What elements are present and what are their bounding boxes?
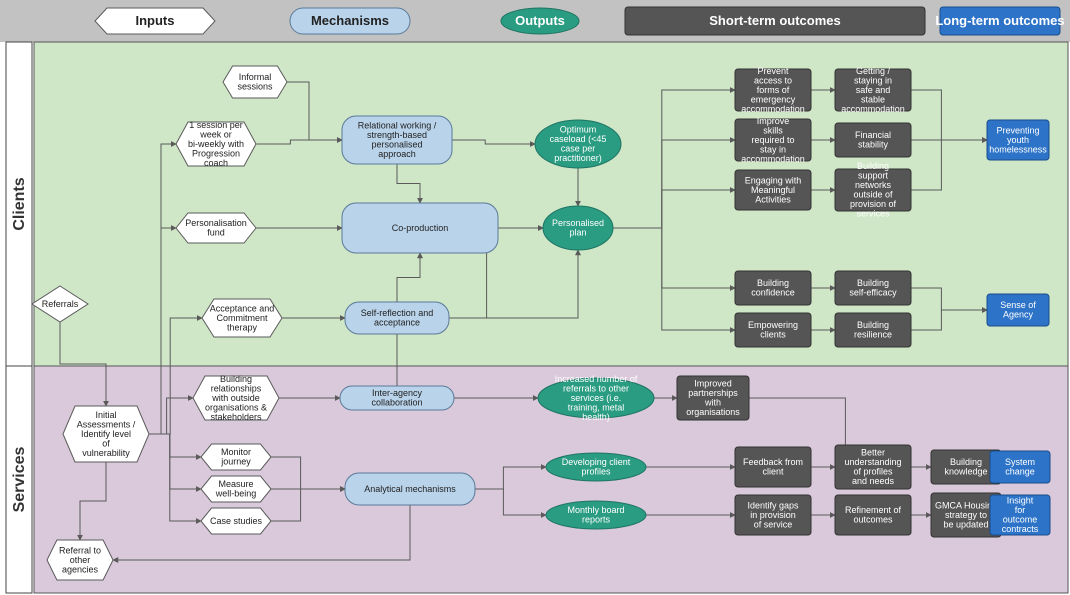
node-relational: Relational working /strength-basedperson… (342, 116, 452, 164)
node-agency: Sense ofAgency (987, 294, 1049, 326)
legend-inputs: Inputs (95, 8, 215, 34)
node-insight: Insightforoutcomecontracts (990, 495, 1050, 535)
node-feedback: Feedback fromclient (735, 447, 811, 487)
node-prevent-youth: Preventingyouthhomelessness (987, 120, 1049, 160)
svg-text:Mechanisms: Mechanisms (311, 13, 389, 28)
node-monitor-journey: Monitorjourney (201, 444, 271, 470)
node-client-profiles: Developing clientprofiles (546, 453, 646, 481)
node-one-session: 1 session perweek orbi-weekly withProgre… (176, 120, 256, 168)
svg-text:Long-term outcomes: Long-term outcomes (935, 13, 1064, 28)
node-coproduction: Co-production (342, 203, 498, 253)
svg-text:Inter-agencycollaboration: Inter-agencycollaboration (371, 388, 422, 408)
node-improved-partners: Improvedpartnershipswithorganisations (677, 376, 749, 420)
svg-text:Measurewell-being: Measurewell-being (215, 479, 257, 499)
svg-text:Buildingresilience: Buildingresilience (854, 320, 892, 340)
node-board-reports: Monthly boardreports (546, 501, 646, 529)
legend-mechanisms: Mechanisms (290, 8, 410, 34)
svg-text:Systemchange: Systemchange (1005, 457, 1035, 477)
node-referral-other: Referral tootheragencies (47, 540, 113, 580)
node-personal-fund: Personalisationfund (176, 213, 256, 243)
node-self-reflection: Self-reflection andacceptance (345, 302, 449, 334)
svg-text:Analytical mechanisms: Analytical mechanisms (364, 484, 456, 494)
node-build-conf: Buildingconfidence (735, 271, 811, 305)
svg-text:Outputs: Outputs (515, 13, 565, 28)
node-improve-skills: Improveskillsrequired tostay inaccommoda… (735, 116, 811, 164)
svg-text:Referrals: Referrals (42, 299, 79, 309)
node-act: Acceptance andCommitmenttherapy (202, 299, 282, 337)
legend-short: Short-term outcomes (625, 7, 925, 35)
svg-text:Monitorjourney: Monitorjourney (220, 447, 251, 467)
svg-text:Informalsessions: Informalsessions (237, 72, 273, 92)
svg-text:Co-production: Co-production (392, 223, 449, 233)
node-system-change: Systemchange (990, 451, 1050, 483)
node-resilience: Buildingresilience (835, 313, 911, 347)
node-financial: Financialstability (835, 123, 911, 157)
node-refinement: Refinement ofoutcomes (835, 495, 911, 535)
svg-text:Sense ofAgency: Sense ofAgency (1000, 300, 1036, 320)
svg-text:Inputs: Inputs (136, 13, 175, 28)
node-personalised-plan: Personalisedplan (543, 206, 613, 250)
lane-label-clients: Clients (11, 177, 28, 230)
node-better-understand: Betterunderstandingof profilesand needs (835, 445, 911, 489)
svg-text:Buildingconfidence: Buildingconfidence (751, 278, 795, 298)
node-safe-stable: Getting /staying insafe andstableaccommo… (835, 66, 911, 114)
node-informal: Informalsessions (223, 66, 287, 98)
node-identify-gaps: Identify gapsin provisionof service (735, 495, 811, 535)
svg-text:Identify gapsin provisionof se: Identify gapsin provisionof service (747, 500, 799, 529)
svg-text:Buildingknowledge: Buildingknowledge (944, 457, 987, 477)
node-analytical: Analytical mechanisms (345, 473, 475, 505)
node-case-studies: Case studies (201, 508, 271, 534)
node-prevent-emerg: Preventaccess toforms ofemergencyaccommo… (735, 66, 811, 114)
legend-long: Long-term outcomes (935, 7, 1064, 35)
node-support-net: Buildingsupportnetworksoutside ofprovisi… (835, 161, 911, 219)
svg-text:Financialstability: Financialstability (855, 130, 891, 150)
svg-text:Insightforoutcomecontracts: Insightforoutcomecontracts (1002, 496, 1039, 534)
node-self-efficacy: Buildingself-efficacy (835, 271, 911, 305)
node-measure-wb: Measurewell-being (201, 476, 271, 502)
node-initial-assess: InitialAssessments /Identify levelofvuln… (63, 406, 149, 462)
node-build-rel: Buildingrelationshipswith outsideorganis… (193, 374, 279, 422)
node-empowering: Empoweringclients (735, 313, 811, 347)
logic-model-diagram: Clients Services Inputs Mechanisms Outputs S… (0, 0, 1070, 595)
node-interagency: Inter-agencycollaboration (340, 386, 454, 410)
svg-text:Case studies: Case studies (210, 516, 263, 526)
node-meaningful: Engaging withMeaningfulActivities (735, 170, 811, 210)
legend-outputs: Outputs (501, 8, 579, 34)
lane-label-services: Services (11, 446, 28, 512)
node-optimum-caseload: Optimumcaseload (<45case perpractitioner… (535, 120, 621, 168)
svg-text:Short-term outcomes: Short-term outcomes (709, 13, 840, 28)
